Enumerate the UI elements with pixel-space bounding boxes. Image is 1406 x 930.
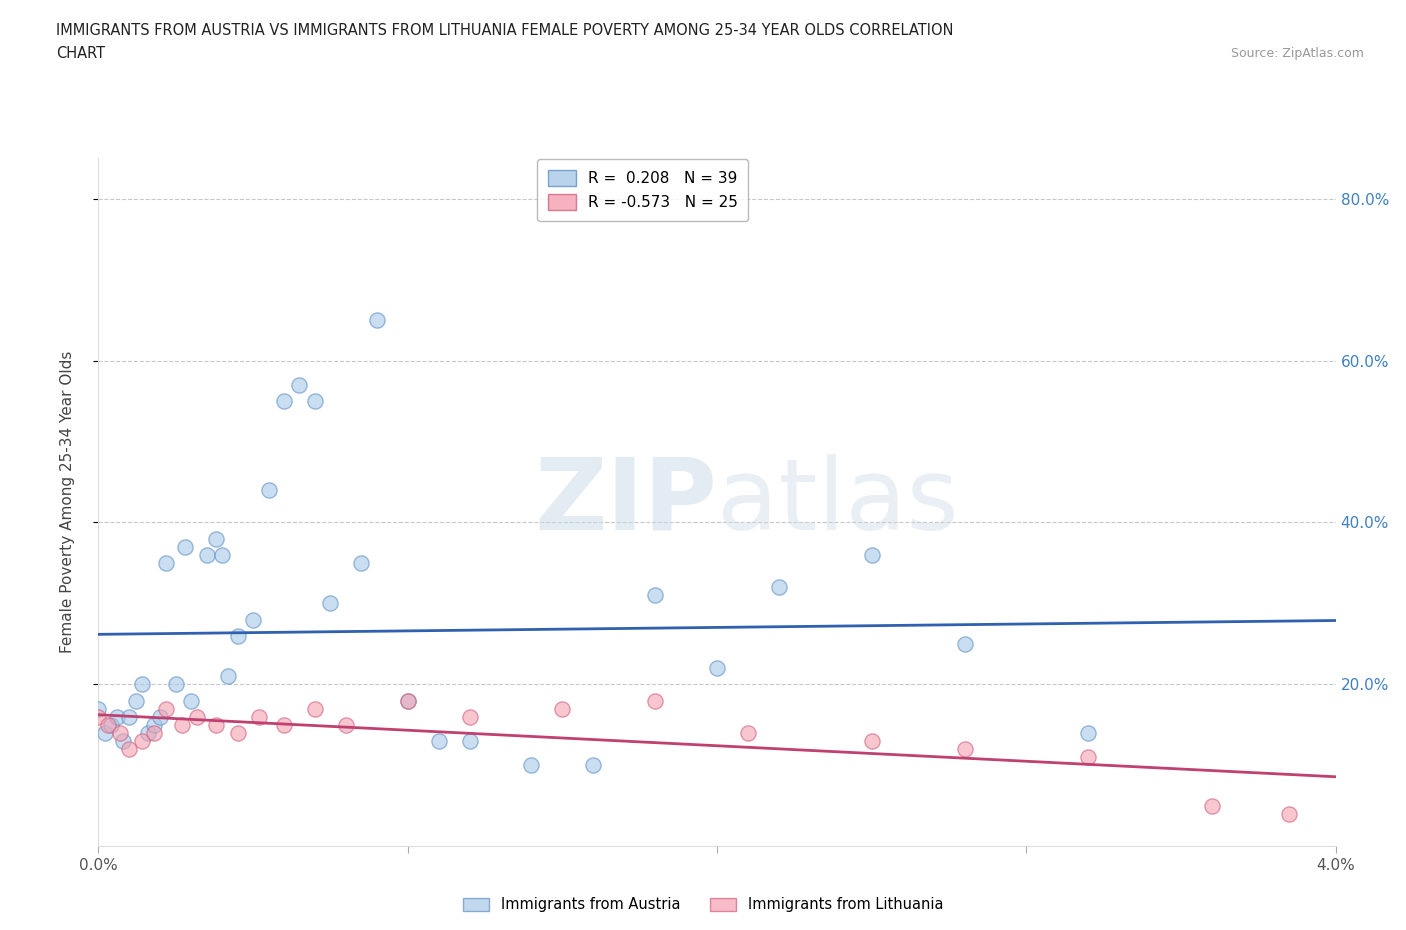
- Point: [396, 693, 419, 708]
- Point: [458, 734, 481, 749]
- Point: [108, 725, 131, 740]
- Point: [953, 742, 976, 757]
- Point: [155, 555, 177, 570]
- Point: [131, 677, 153, 692]
- Text: ZIP: ZIP: [534, 454, 717, 551]
- Point: [427, 734, 450, 749]
- Point: [304, 701, 326, 716]
- Point: [1077, 725, 1099, 740]
- Point: [118, 710, 141, 724]
- Point: [706, 660, 728, 675]
- Point: [335, 717, 357, 732]
- Point: [186, 710, 208, 724]
- Point: [131, 734, 153, 749]
- Point: [211, 548, 233, 563]
- Legend: Immigrants from Austria, Immigrants from Lithuania: Immigrants from Austria, Immigrants from…: [457, 891, 949, 918]
- Point: [366, 312, 388, 327]
- Legend: R =  0.208   N = 39, R = -0.573   N = 25: R = 0.208 N = 39, R = -0.573 N = 25: [537, 159, 748, 221]
- Point: [1201, 798, 1223, 813]
- Point: [143, 725, 166, 740]
- Point: [737, 725, 759, 740]
- Point: [87, 701, 110, 716]
- Point: [582, 758, 605, 773]
- Point: [273, 393, 295, 408]
- Text: Source: ZipAtlas.com: Source: ZipAtlas.com: [1230, 46, 1364, 60]
- Point: [155, 701, 177, 716]
- Point: [247, 710, 270, 724]
- Point: [257, 483, 280, 498]
- Point: [205, 717, 228, 732]
- Point: [165, 677, 187, 692]
- Point: [288, 378, 311, 392]
- Point: [1077, 750, 1099, 764]
- Point: [97, 717, 120, 732]
- Point: [520, 758, 543, 773]
- Text: atlas: atlas: [717, 454, 959, 551]
- Point: [860, 734, 883, 749]
- Point: [319, 596, 342, 611]
- Point: [174, 539, 197, 554]
- Point: [149, 710, 172, 724]
- Point: [87, 710, 110, 724]
- Point: [105, 710, 128, 724]
- Point: [953, 636, 976, 651]
- Point: [226, 725, 249, 740]
- Point: [118, 742, 141, 757]
- Point: [304, 393, 326, 408]
- Point: [217, 669, 239, 684]
- Y-axis label: Female Poverty Among 25-34 Year Olds: Female Poverty Among 25-34 Year Olds: [60, 351, 75, 654]
- Point: [180, 693, 202, 708]
- Point: [551, 701, 574, 716]
- Point: [205, 531, 228, 546]
- Point: [644, 588, 666, 603]
- Point: [136, 725, 159, 740]
- Point: [644, 693, 666, 708]
- Point: [93, 725, 115, 740]
- Point: [112, 734, 135, 749]
- Point: [195, 548, 218, 563]
- Point: [350, 555, 373, 570]
- Point: [860, 548, 883, 563]
- Point: [170, 717, 193, 732]
- Point: [242, 612, 264, 627]
- Point: [458, 710, 481, 724]
- Point: [396, 693, 419, 708]
- Point: [768, 579, 790, 594]
- Point: [1278, 806, 1301, 821]
- Point: [124, 693, 146, 708]
- Point: [100, 717, 122, 732]
- Text: IMMIGRANTS FROM AUSTRIA VS IMMIGRANTS FROM LITHUANIA FEMALE POVERTY AMONG 25-34 : IMMIGRANTS FROM AUSTRIA VS IMMIGRANTS FR…: [56, 23, 953, 38]
- Text: CHART: CHART: [56, 46, 105, 61]
- Point: [226, 629, 249, 644]
- Point: [143, 717, 166, 732]
- Point: [273, 717, 295, 732]
